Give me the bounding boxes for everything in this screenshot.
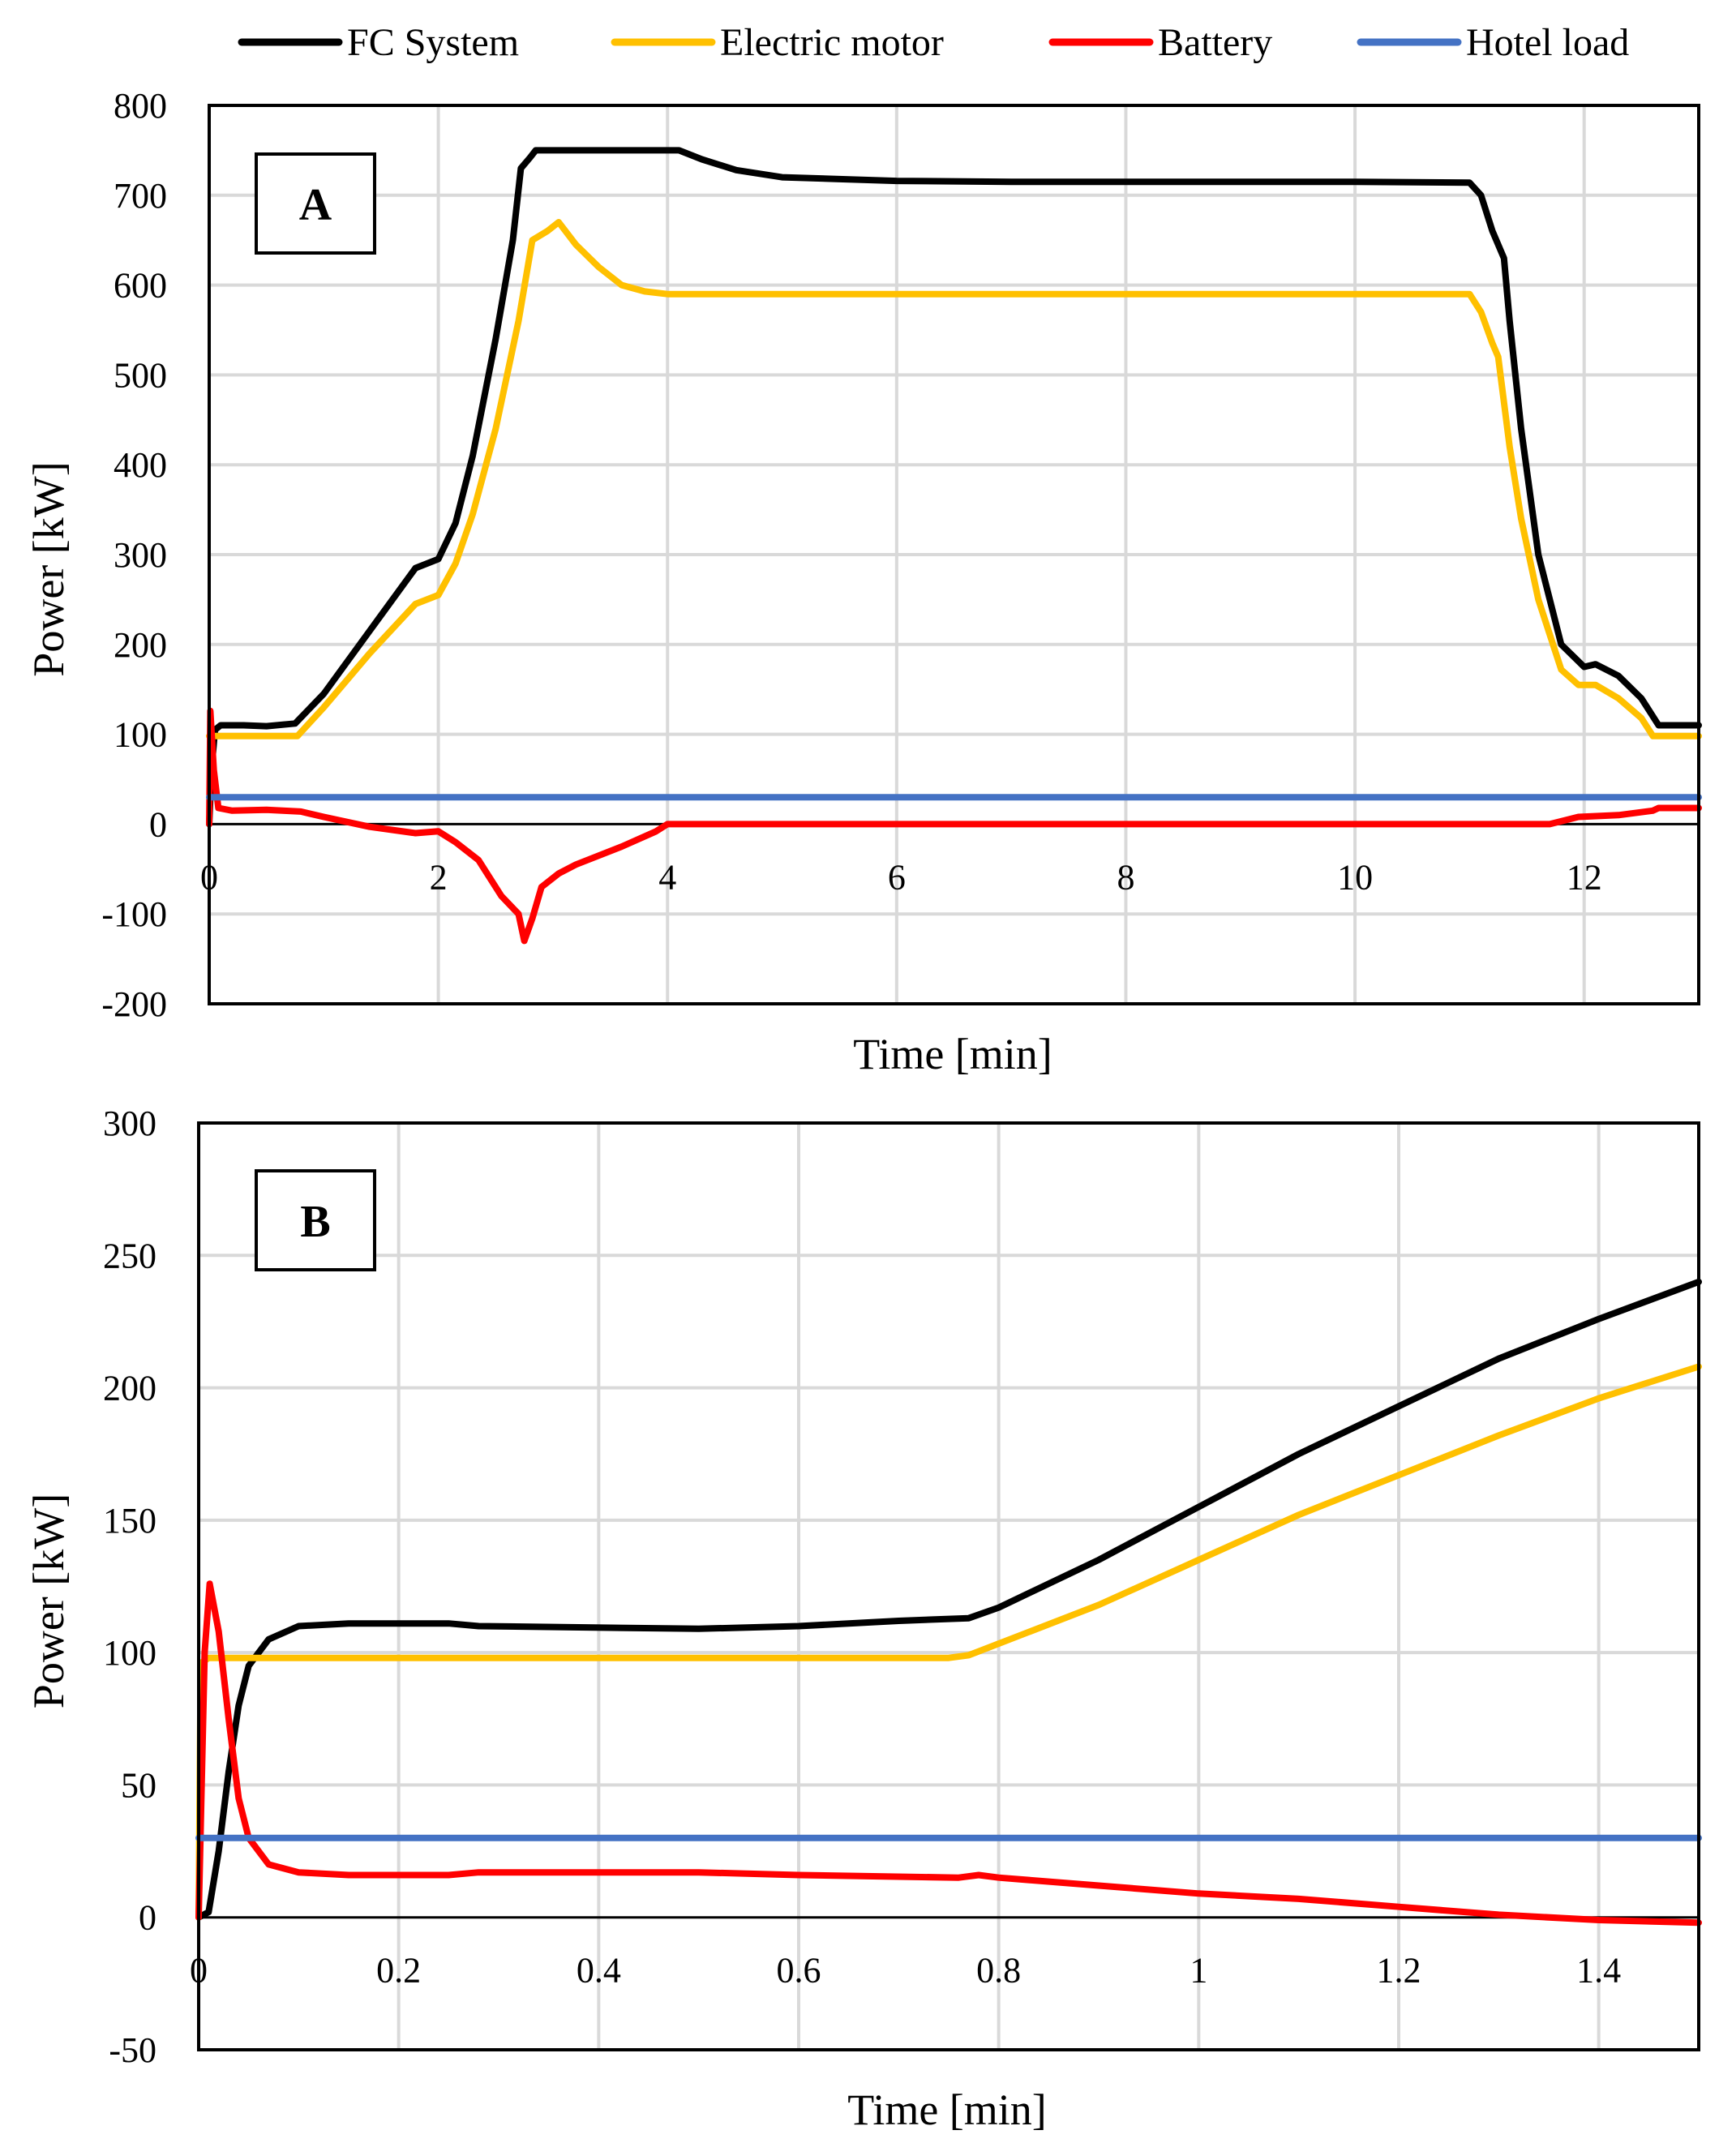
a-y-tick-label-7: 500 (114, 355, 167, 395)
legend-label-battery: Battery (1158, 21, 1272, 64)
a-x-tick-label-3: 6 (888, 857, 906, 897)
b-x-tick-label-5: 1 (1190, 1951, 1207, 1991)
a-x-tick-label-6: 12 (1567, 857, 1602, 897)
b-x-tick-label-2: 0.4 (577, 1951, 621, 1991)
a-y-tick-label-2: 0 (149, 804, 167, 844)
b-y-tick-label-5: 200 (103, 1369, 156, 1408)
b-y-tick-label-1: 0 (139, 1898, 156, 1938)
b-x-tick-label-7: 1.4 (1576, 1951, 1621, 1991)
legend-label-electric-motor: Electric motor (720, 21, 944, 64)
a-y-tick-label-9: 700 (114, 176, 167, 216)
a-y-tick-label-8: 600 (114, 266, 167, 306)
a-x-tick-label-4: 8 (1117, 857, 1134, 897)
b-x-axis-title: Time [min] (847, 2085, 1047, 2134)
a-panel-tag-label: A (299, 180, 332, 230)
b-y-tick-label-7: 300 (103, 1104, 156, 1143)
b-x-tick-label-3: 0.6 (777, 1951, 821, 1991)
a-y-tick-label-5: 300 (114, 535, 167, 575)
a-y-tick-label-1: -100 (101, 894, 167, 934)
b-y-tick-label-3: 100 (103, 1633, 156, 1673)
a-y-tick-label-3: 100 (114, 715, 167, 755)
b-x-tick-label-6: 1.2 (1377, 1951, 1421, 1991)
a-x-tick-label-2: 4 (658, 857, 676, 897)
a-x-axis-title: Time [min] (853, 1030, 1052, 1078)
legend-label-fc-system: FC System (347, 21, 519, 64)
b-y-tick-label-6: 250 (103, 1236, 156, 1275)
a-y-tick-label-0: -200 (101, 984, 167, 1024)
b-x-tick-label-0: 0 (190, 1951, 208, 1991)
chart-figure: FC System Electric motor Battery Hotel load… (0, 0, 1719, 2156)
a-y-tick-label-6: 400 (114, 445, 167, 485)
b-panel-tag-label: B (300, 1197, 330, 1247)
b-y-tick-label-4: 150 (103, 1501, 156, 1541)
a-x-tick-label-1: 2 (430, 857, 448, 897)
b-y-axis-title: Power [kW] (24, 1494, 73, 1708)
a-y-axis-title: Power [kW] (24, 461, 73, 676)
a-y-tick-label-4: 200 (114, 625, 167, 665)
legend-label-hotel-load: Hotel load (1466, 21, 1629, 64)
b-y-tick-label-2: 50 (121, 1765, 156, 1805)
b-x-tick-label-4: 0.8 (976, 1951, 1021, 1991)
b-y-tick-label-0: -50 (109, 2030, 156, 2070)
b-x-tick-label-1: 0.2 (376, 1951, 421, 1991)
a-x-tick-label-0: 0 (200, 857, 218, 897)
a-y-tick-label-10: 800 (114, 86, 167, 126)
a-x-tick-label-5: 10 (1337, 857, 1373, 897)
